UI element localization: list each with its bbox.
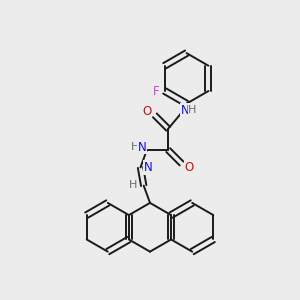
Text: N: N — [138, 141, 147, 154]
Text: F: F — [152, 85, 159, 98]
Text: H: H — [129, 180, 137, 190]
Text: O: O — [185, 160, 194, 174]
Text: H: H — [188, 105, 197, 116]
Text: H: H — [131, 142, 140, 152]
Text: N: N — [144, 161, 153, 174]
Text: N: N — [181, 104, 190, 117]
Text: O: O — [142, 105, 152, 118]
